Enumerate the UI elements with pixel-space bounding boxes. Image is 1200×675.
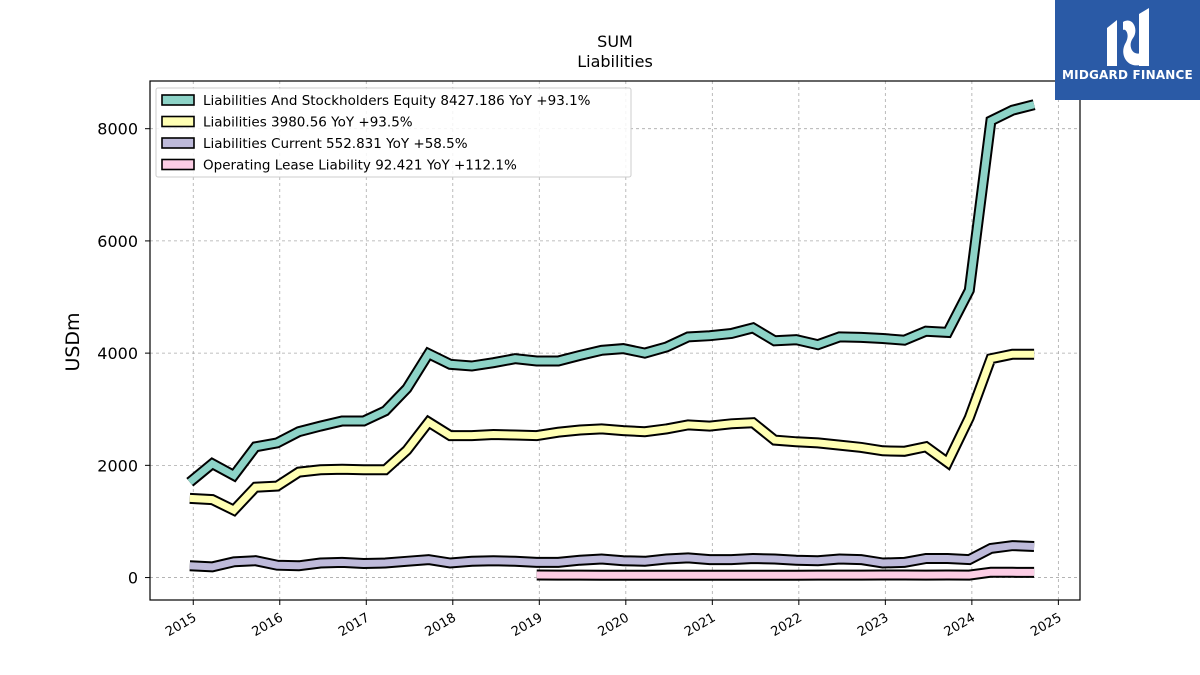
chart-title: SUM [597, 32, 633, 51]
legend-label: Liabilities And Stockholders Equity 8427… [203, 93, 591, 109]
brand-logo: MIDGARD FINANCE [1055, 0, 1200, 100]
legend-label: Operating Lease Liability 92.421 YoY +11… [203, 158, 517, 174]
y-tick-label: 0 [128, 569, 138, 588]
x-tick-label: 2017 [336, 610, 372, 640]
x-tick-label: 2019 [509, 610, 545, 640]
series-line [189, 542, 1035, 571]
y-tick-label: 2000 [97, 456, 138, 475]
x-tick-label: 2024 [942, 610, 978, 640]
series-layer [186, 99, 1036, 581]
midgard-logo-icon [1107, 8, 1149, 66]
y-tick-label: 8000 [97, 120, 138, 139]
legend-swatch [161, 137, 195, 149]
plot-frame [149, 80, 1081, 601]
logo-text: MIDGARD FINANCE [1062, 68, 1193, 82]
x-tick-label: 2020 [596, 610, 632, 640]
legend-frame [155, 87, 632, 178]
y-axis-label: USDm [62, 312, 84, 371]
grid [150, 81, 1080, 600]
x-tick-label: 2018 [423, 610, 459, 640]
legend: Liabilities And Stockholders Equity 8427… [155, 87, 632, 178]
chart-subtitle: Liabilities [577, 52, 653, 71]
x-tick-label: 2021 [682, 610, 718, 640]
x-tick-label: 2023 [855, 610, 891, 640]
x-tick-label: 2015 [163, 610, 199, 640]
legend-label: Liabilities Current 552.831 YoY +58.5% [203, 136, 468, 152]
y-tick-label: 6000 [97, 232, 138, 251]
legend-swatch [161, 94, 195, 106]
legend-swatch [161, 158, 195, 171]
y-tick-label: 4000 [97, 344, 138, 363]
x-tick-label: 2022 [769, 610, 805, 640]
series-line [187, 101, 1035, 485]
legend-label: Liabilities 3980.56 YoY +93.5% [203, 115, 413, 131]
legend-swatch [161, 115, 195, 128]
series-line [536, 568, 1035, 579]
x-tick-label: 2025 [1028, 610, 1064, 640]
series-line [189, 350, 1035, 515]
x-tick-label: 2016 [250, 610, 286, 640]
